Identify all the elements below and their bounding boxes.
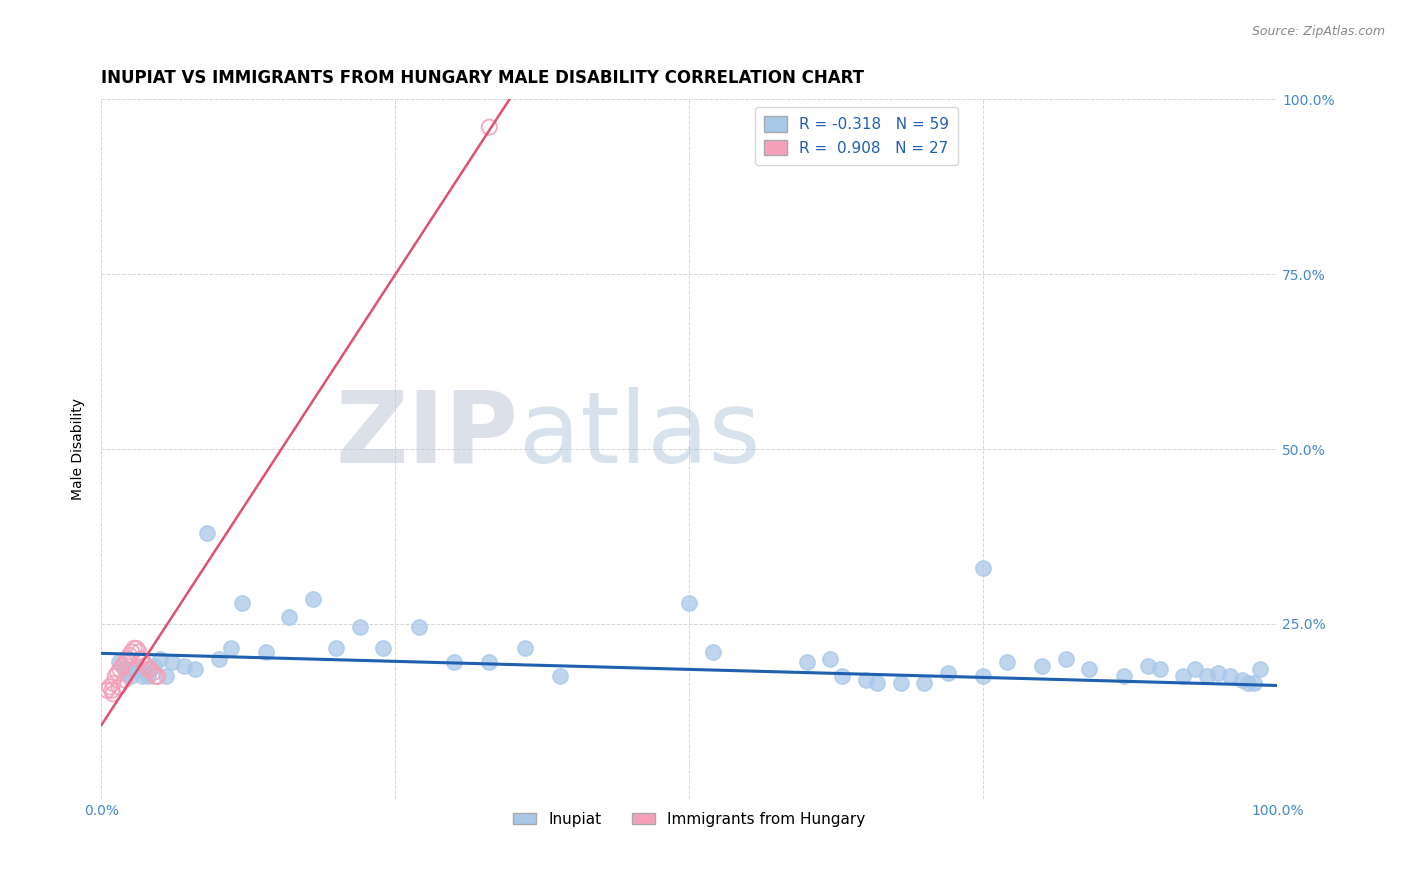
- Point: [995, 656, 1018, 670]
- Point: [136, 662, 159, 676]
- Point: [125, 641, 148, 656]
- Legend: Inupiat, Immigrants from Hungary: Inupiat, Immigrants from Hungary: [508, 806, 872, 833]
- Point: [143, 669, 166, 683]
- Point: [1230, 673, 1253, 687]
- Point: [108, 656, 131, 670]
- Point: [122, 662, 145, 676]
- Point: [184, 662, 207, 676]
- Point: [1184, 662, 1206, 676]
- Point: [135, 665, 157, 680]
- Point: [914, 676, 936, 690]
- Point: [1054, 652, 1077, 666]
- Point: [142, 665, 165, 680]
- Point: [121, 645, 143, 659]
- Point: [128, 662, 150, 676]
- Point: [1173, 669, 1195, 683]
- Point: [129, 652, 152, 666]
- Point: [548, 669, 571, 683]
- Point: [373, 641, 395, 656]
- Point: [408, 620, 430, 634]
- Point: [173, 659, 195, 673]
- Point: [160, 656, 183, 670]
- Point: [1243, 676, 1265, 690]
- Point: [139, 662, 162, 676]
- Text: Source: ZipAtlas.com: Source: ZipAtlas.com: [1251, 25, 1385, 38]
- Point: [149, 652, 172, 666]
- Point: [114, 662, 136, 676]
- Point: [972, 669, 994, 683]
- Point: [443, 656, 465, 670]
- Point: [108, 662, 131, 676]
- Point: [118, 648, 141, 663]
- Point: [115, 652, 138, 666]
- Point: [349, 620, 371, 634]
- Point: [136, 669, 159, 683]
- Point: [1078, 662, 1101, 676]
- Point: [1149, 662, 1171, 676]
- Point: [107, 665, 129, 680]
- Point: [208, 652, 231, 666]
- Point: [1114, 669, 1136, 683]
- Point: [98, 680, 121, 694]
- Point: [143, 659, 166, 673]
- Point: [831, 669, 853, 683]
- Point: [325, 641, 347, 656]
- Point: [155, 669, 177, 683]
- Point: [120, 669, 142, 683]
- Point: [219, 641, 242, 656]
- Point: [513, 641, 536, 656]
- Point: [1031, 659, 1053, 673]
- Point: [146, 669, 169, 683]
- Point: [108, 680, 131, 694]
- Point: [1136, 659, 1159, 673]
- Point: [302, 592, 325, 607]
- Y-axis label: Male Disability: Male Disability: [72, 398, 86, 500]
- Point: [678, 596, 700, 610]
- Point: [702, 645, 724, 659]
- Point: [866, 676, 889, 690]
- Point: [111, 659, 134, 673]
- Point: [128, 645, 150, 659]
- Point: [478, 120, 501, 135]
- Point: [101, 676, 124, 690]
- Point: [936, 665, 959, 680]
- Point: [104, 669, 127, 683]
- Point: [478, 656, 501, 670]
- Point: [125, 659, 148, 673]
- Point: [972, 561, 994, 575]
- Point: [1219, 669, 1241, 683]
- Point: [278, 610, 301, 624]
- Text: atlas: atlas: [519, 386, 761, 483]
- Point: [1249, 662, 1271, 676]
- Text: INUPIAT VS IMMIGRANTS FROM HUNGARY MALE DISABILITY CORRELATION CHART: INUPIAT VS IMMIGRANTS FROM HUNGARY MALE …: [101, 69, 865, 87]
- Point: [1237, 676, 1260, 690]
- Text: ZIP: ZIP: [336, 386, 519, 483]
- Point: [195, 525, 218, 540]
- Point: [114, 656, 136, 670]
- Point: [1195, 669, 1218, 683]
- Point: [96, 683, 118, 698]
- Point: [101, 687, 124, 701]
- Point: [135, 659, 157, 673]
- Point: [122, 641, 145, 656]
- Point: [115, 665, 138, 680]
- Point: [254, 645, 277, 659]
- Point: [101, 683, 124, 698]
- Point: [1208, 665, 1230, 680]
- Point: [820, 652, 842, 666]
- Point: [132, 656, 155, 670]
- Point: [890, 676, 912, 690]
- Point: [855, 673, 877, 687]
- Point: [231, 596, 253, 610]
- Point: [796, 656, 818, 670]
- Point: [114, 673, 136, 687]
- Point: [131, 669, 153, 683]
